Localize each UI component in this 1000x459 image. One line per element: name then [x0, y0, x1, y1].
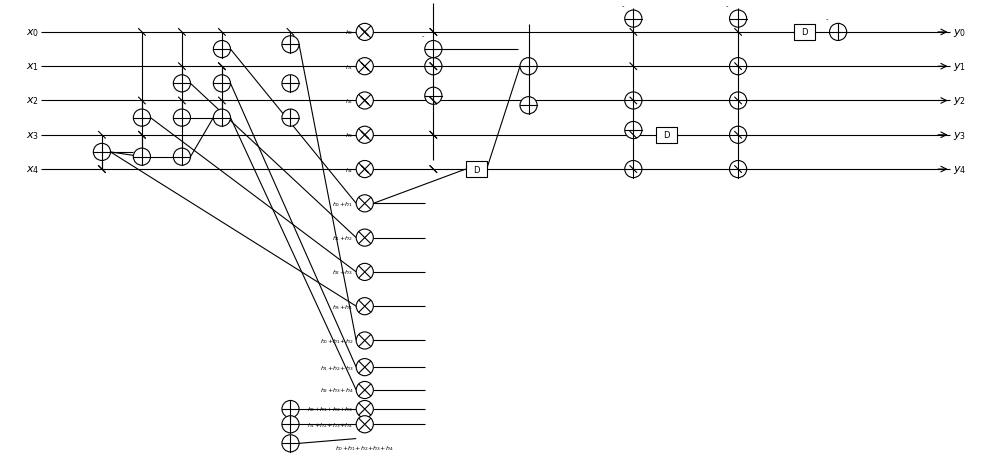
- Circle shape: [730, 11, 747, 28]
- Circle shape: [133, 149, 150, 166]
- Circle shape: [730, 93, 747, 110]
- Circle shape: [830, 24, 847, 41]
- Circle shape: [282, 37, 299, 54]
- Text: $h_1\!+\!h_2$: $h_1\!+\!h_2$: [332, 234, 353, 242]
- Text: $y_4$: $y_4$: [953, 164, 967, 176]
- Circle shape: [356, 230, 373, 246]
- Text: $x_0$: $x_0$: [26, 27, 39, 39]
- Text: $x_1$: $x_1$: [26, 61, 39, 73]
- Circle shape: [356, 161, 373, 178]
- Text: $h_2$: $h_2$: [345, 97, 353, 106]
- Circle shape: [730, 161, 747, 178]
- Text: $x_4$: $x_4$: [26, 164, 39, 176]
- Circle shape: [730, 58, 747, 76]
- Text: $h_4$: $h_4$: [345, 165, 353, 174]
- Circle shape: [213, 110, 230, 127]
- Text: $y_0$: $y_0$: [953, 27, 967, 39]
- Text: $h_1\!+\!h_2\!+\!h_3\!+\!h_4$: $h_1\!+\!h_2\!+\!h_3\!+\!h_4$: [307, 420, 353, 429]
- Text: $h_0\!+\!h_1\!+\!h_2\!+\!h_3\!+\!h_4$: $h_0\!+\!h_1\!+\!h_2\!+\!h_3\!+\!h_4$: [335, 443, 394, 452]
- Text: -: -: [826, 17, 829, 22]
- Text: D: D: [473, 165, 479, 174]
- Circle shape: [356, 196, 373, 213]
- Text: $y_3$: $y_3$: [953, 129, 966, 141]
- Circle shape: [356, 401, 373, 418]
- Circle shape: [282, 110, 299, 127]
- Circle shape: [356, 24, 373, 41]
- Text: -: -: [421, 34, 424, 39]
- Circle shape: [425, 58, 442, 76]
- Circle shape: [356, 381, 373, 399]
- Text: $h_0\!+\!h_1\!+\!h_2$: $h_0\!+\!h_1\!+\!h_2$: [320, 336, 353, 345]
- Text: $h_0\!+\!h_1\!+\!h_2\!+\!h_3$: $h_0\!+\!h_1\!+\!h_2\!+\!h_3$: [307, 405, 353, 414]
- Circle shape: [173, 149, 190, 166]
- Text: $h_0$: $h_0$: [345, 28, 353, 37]
- Text: $x_2$: $x_2$: [26, 95, 39, 107]
- Circle shape: [356, 416, 373, 433]
- Text: $h_2\!+\!h_3\!+\!h_4$: $h_2\!+\!h_3\!+\!h_4$: [320, 386, 353, 395]
- Circle shape: [425, 41, 442, 58]
- FancyBboxPatch shape: [466, 162, 487, 178]
- Circle shape: [356, 332, 373, 349]
- Circle shape: [730, 127, 747, 144]
- Circle shape: [356, 298, 373, 315]
- Text: D: D: [663, 131, 670, 140]
- Circle shape: [625, 122, 642, 139]
- Text: -: -: [726, 3, 729, 9]
- Text: $x_3$: $x_3$: [26, 129, 39, 141]
- Circle shape: [625, 161, 642, 178]
- Circle shape: [282, 76, 299, 93]
- Circle shape: [356, 58, 373, 76]
- Circle shape: [213, 41, 230, 58]
- Circle shape: [356, 359, 373, 376]
- Circle shape: [282, 435, 299, 452]
- Text: D: D: [802, 28, 808, 37]
- FancyBboxPatch shape: [656, 128, 677, 144]
- Circle shape: [282, 401, 299, 418]
- Text: -: -: [621, 3, 624, 9]
- FancyBboxPatch shape: [794, 25, 815, 41]
- Circle shape: [93, 144, 110, 161]
- Circle shape: [520, 58, 537, 76]
- Text: $h_1$: $h_1$: [345, 62, 353, 72]
- Circle shape: [520, 97, 537, 115]
- Circle shape: [625, 93, 642, 110]
- Circle shape: [133, 110, 150, 127]
- Circle shape: [173, 110, 190, 127]
- Text: $y_2$: $y_2$: [953, 95, 966, 107]
- Circle shape: [356, 127, 373, 144]
- Circle shape: [173, 76, 190, 93]
- Circle shape: [625, 11, 642, 28]
- Circle shape: [282, 416, 299, 433]
- Text: $h_0\!+\!h_1$: $h_0\!+\!h_1$: [332, 200, 353, 208]
- Text: $h_3$: $h_3$: [345, 131, 353, 140]
- Circle shape: [356, 93, 373, 110]
- Text: $h_3\!+\!h_4$: $h_3\!+\!h_4$: [332, 302, 353, 311]
- Circle shape: [425, 88, 442, 105]
- Circle shape: [213, 76, 230, 93]
- Text: $h_2\!+\!h_3$: $h_2\!+\!h_3$: [332, 268, 353, 277]
- Text: $h_1\!+\!h_2\!+\!h_3$: $h_1\!+\!h_2\!+\!h_3$: [320, 363, 353, 372]
- Circle shape: [356, 264, 373, 281]
- Text: $y_1$: $y_1$: [953, 61, 966, 73]
